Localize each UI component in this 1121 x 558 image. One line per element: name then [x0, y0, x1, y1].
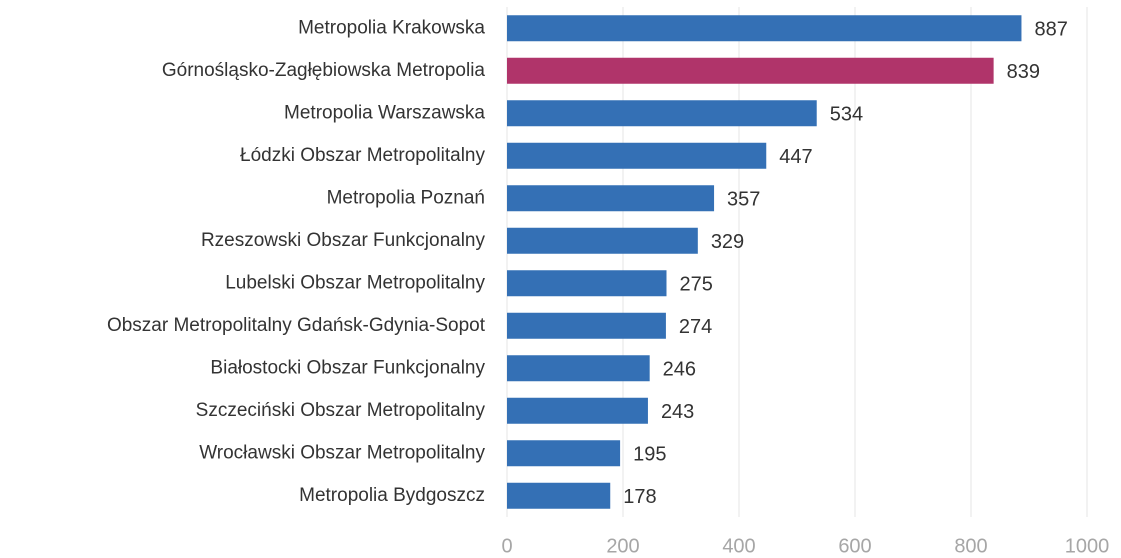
bar [507, 15, 1022, 42]
value-label: 357 [727, 189, 760, 211]
category-label: Metropolia Bydgoszcz [299, 485, 485, 506]
category-label: Białostocki Obszar Funkcjonalny [210, 357, 485, 378]
value-label: 243 [661, 401, 694, 423]
bar [507, 397, 648, 424]
value-label: 275 [680, 274, 713, 296]
category-label: Szczeciński Obszar Metropolitalny [196, 400, 486, 421]
x-tick-label: 1000 [1065, 535, 1110, 557]
value-label: 246 [663, 359, 696, 381]
x-tick-label: 0 [501, 535, 512, 557]
bar [507, 355, 650, 382]
category-label: Metropolia Krakowska [298, 17, 485, 38]
category-label: Lubelski Obszar Metropolitalny [225, 272, 485, 293]
value-label: 887 [1034, 19, 1067, 41]
bar [507, 482, 611, 509]
category-label: Łódzki Obszar Metropolitalny [240, 145, 485, 166]
category-label: Górnośląsko-Zagłębiowska Metropolia [162, 60, 486, 81]
bar [507, 185, 715, 212]
bar [507, 142, 767, 169]
bar [507, 100, 817, 127]
value-label: 195 [633, 444, 666, 466]
bar [507, 270, 667, 297]
category-label: Obszar Metropolitalny Gdańsk-Gdynia-Sopo… [107, 315, 486, 336]
value-label: 178 [623, 486, 656, 508]
x-tick-label: 600 [838, 535, 871, 557]
category-label: Rzeszowski Obszar Funkcjonalny [201, 230, 486, 251]
category-label: Metropolia Warszawska [284, 102, 485, 123]
value-label: 534 [830, 104, 863, 126]
bar [507, 57, 994, 84]
category-label: Wrocławski Obszar Metropolitalny [199, 442, 485, 463]
value-label: 839 [1007, 61, 1040, 83]
x-tick-label: 400 [722, 535, 755, 557]
value-label: 274 [679, 316, 712, 338]
bar [507, 227, 698, 254]
x-tick-label: 200 [606, 535, 639, 557]
bar [507, 312, 666, 339]
category-label: Metropolia Poznań [327, 187, 485, 208]
x-tick-label: 800 [954, 535, 987, 557]
value-label: 329 [711, 231, 744, 253]
value-label: 447 [779, 146, 812, 168]
bar [507, 440, 621, 467]
